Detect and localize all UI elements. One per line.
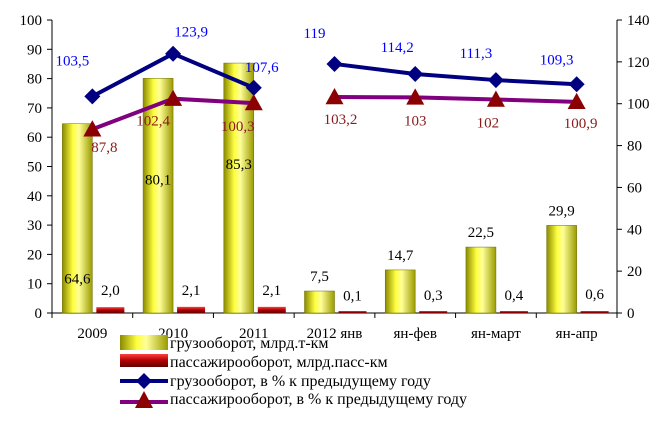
y-left-tick-label: 50 bbox=[27, 160, 42, 176]
label-cargo-pct: 119 bbox=[304, 26, 326, 42]
line-passenger-pct bbox=[334, 95, 577, 104]
y-left-tick-label: 0 bbox=[35, 306, 43, 322]
y-left-tick-label: 60 bbox=[27, 130, 42, 146]
y-left-tick-label: 30 bbox=[27, 218, 42, 234]
y-right-tick-label: 140 bbox=[627, 13, 650, 29]
bar-cargo bbox=[546, 225, 577, 314]
label-cargo: 85,3 bbox=[226, 157, 252, 173]
marker-passenger-pct bbox=[486, 90, 505, 107]
marker-cargo-pct bbox=[407, 65, 424, 82]
label-passenger: 2,0 bbox=[101, 283, 120, 299]
label-passenger: 0,4 bbox=[505, 288, 524, 304]
x-tick-label: ян-март bbox=[471, 326, 521, 342]
marker-passenger-pct bbox=[244, 94, 263, 111]
label-passenger-pct: 103,2 bbox=[324, 112, 358, 128]
label-cargo-pct: 111,3 bbox=[460, 46, 493, 62]
label-cargo: 29,9 bbox=[549, 203, 575, 219]
label-cargo-pct: 107,6 bbox=[245, 60, 279, 76]
marker-passenger-pct bbox=[83, 120, 102, 137]
legend-label: грузооборот, млрд.т-км bbox=[170, 335, 329, 352]
data-labels: 64,6 80,1 85,3 7,5 14,7 22,5 29,9 2,0 2,1 2,1 0,1 0… bbox=[55, 25, 604, 305]
marker-passenger-pct bbox=[406, 88, 425, 105]
y-right-tick-label: 100 bbox=[627, 97, 650, 113]
bars bbox=[62, 62, 609, 314]
axes: 0 10 20 30 40 50 60 70 80 90 100 0 20 40 60 80 100 120 140… bbox=[20, 13, 650, 342]
x-tick-label: ян-фев bbox=[394, 326, 437, 342]
marker-cargo-pct bbox=[84, 88, 101, 105]
bar-passenger bbox=[580, 311, 609, 313]
bar-cargo bbox=[465, 246, 497, 314]
label-passenger-pct: 100,3 bbox=[221, 119, 255, 135]
label-cargo: 64,6 bbox=[64, 272, 91, 288]
x-tick-label: 2009 bbox=[77, 326, 107, 342]
marker-cargo-pct bbox=[245, 79, 262, 96]
legend-swatch-passenger bbox=[120, 354, 168, 367]
label-cargo: 7,5 bbox=[310, 269, 329, 285]
x-tick-label: 2012 янв bbox=[307, 326, 363, 342]
label-passenger: 0,3 bbox=[424, 288, 443, 304]
legend-swatch-passenger-pct-marker bbox=[135, 391, 153, 408]
label-cargo-pct: 123,9 bbox=[174, 25, 208, 41]
marker-passenger-pct bbox=[567, 92, 586, 110]
x-tick-label: 2011 bbox=[239, 326, 268, 342]
bar-passenger bbox=[499, 311, 528, 313]
bar-cargo bbox=[384, 269, 416, 314]
bar-cargo bbox=[62, 123, 93, 314]
marker-cargo-pct bbox=[326, 55, 343, 72]
y-left-tick-label: 80 bbox=[27, 72, 42, 88]
y-right-tick-label: 120 bbox=[627, 55, 650, 71]
legend-swatch-cargo-pct-marker bbox=[136, 373, 152, 389]
lines bbox=[83, 45, 586, 137]
y-left-tick-label: 70 bbox=[27, 101, 42, 117]
marker-passenger-pct bbox=[325, 88, 344, 105]
legend-label: пассажирооборот, млрд.пасс-км bbox=[170, 354, 388, 371]
y-right-tick-label: 80 bbox=[627, 139, 642, 155]
label-passenger-pct: 87,8 bbox=[91, 140, 117, 156]
bar-passenger bbox=[177, 306, 206, 313]
bar-passenger bbox=[338, 311, 367, 313]
marker-passenger-pct bbox=[164, 89, 183, 106]
bar-passenger bbox=[96, 307, 125, 313]
y-right-tick-label: 60 bbox=[627, 180, 642, 196]
label-passenger: 2,1 bbox=[262, 283, 281, 299]
legend-label: грузооборот, в % к предыдущему году bbox=[170, 373, 431, 390]
label-passenger: 0,1 bbox=[343, 289, 362, 305]
y-left-tick-label: 20 bbox=[27, 247, 42, 263]
label-passenger-pct: 100,9 bbox=[564, 116, 598, 132]
label-cargo-pct: 103,5 bbox=[55, 53, 89, 69]
legend-label: пассажирооборот, в % к предыдущему году bbox=[170, 391, 467, 408]
bar-passenger bbox=[257, 306, 286, 313]
y-right-tick-label: 0 bbox=[627, 306, 635, 322]
label-passenger: 0,6 bbox=[585, 287, 604, 303]
y-right-tick-label: 20 bbox=[627, 264, 642, 280]
label-cargo: 14,7 bbox=[387, 248, 414, 264]
label-passenger: 2,1 bbox=[182, 283, 201, 299]
label-passenger-pct: 102,4 bbox=[136, 114, 170, 130]
bar-cargo bbox=[304, 290, 335, 314]
label-cargo-pct: 114,2 bbox=[381, 40, 414, 56]
label-cargo: 80,1 bbox=[145, 172, 171, 188]
marker-cargo-pct bbox=[487, 72, 504, 89]
legend-swatch-cargo bbox=[120, 335, 168, 350]
label-passenger-pct: 102 bbox=[477, 116, 500, 132]
label-cargo: 22,5 bbox=[468, 225, 494, 241]
y-right-tick-label: 40 bbox=[627, 222, 642, 238]
y-left-tick-label: 40 bbox=[27, 189, 42, 205]
x-tick-label: ян-апр bbox=[556, 326, 598, 342]
legend: грузооборот, млрд.т-км пассажирооборот, м… bbox=[120, 335, 467, 408]
label-passenger-pct: 103 bbox=[404, 113, 427, 129]
line-cargo-pct bbox=[334, 61, 577, 87]
bar-passenger bbox=[419, 311, 448, 313]
y-left-tick-label: 90 bbox=[27, 42, 42, 58]
marker-cargo-pct bbox=[165, 45, 182, 62]
marker-cargo-pct bbox=[568, 76, 585, 93]
y-left-tick-label: 10 bbox=[27, 277, 42, 293]
label-cargo-pct: 109,3 bbox=[540, 52, 574, 68]
y-left-tick-label: 100 bbox=[20, 13, 43, 29]
bar-cargo bbox=[142, 78, 174, 314]
